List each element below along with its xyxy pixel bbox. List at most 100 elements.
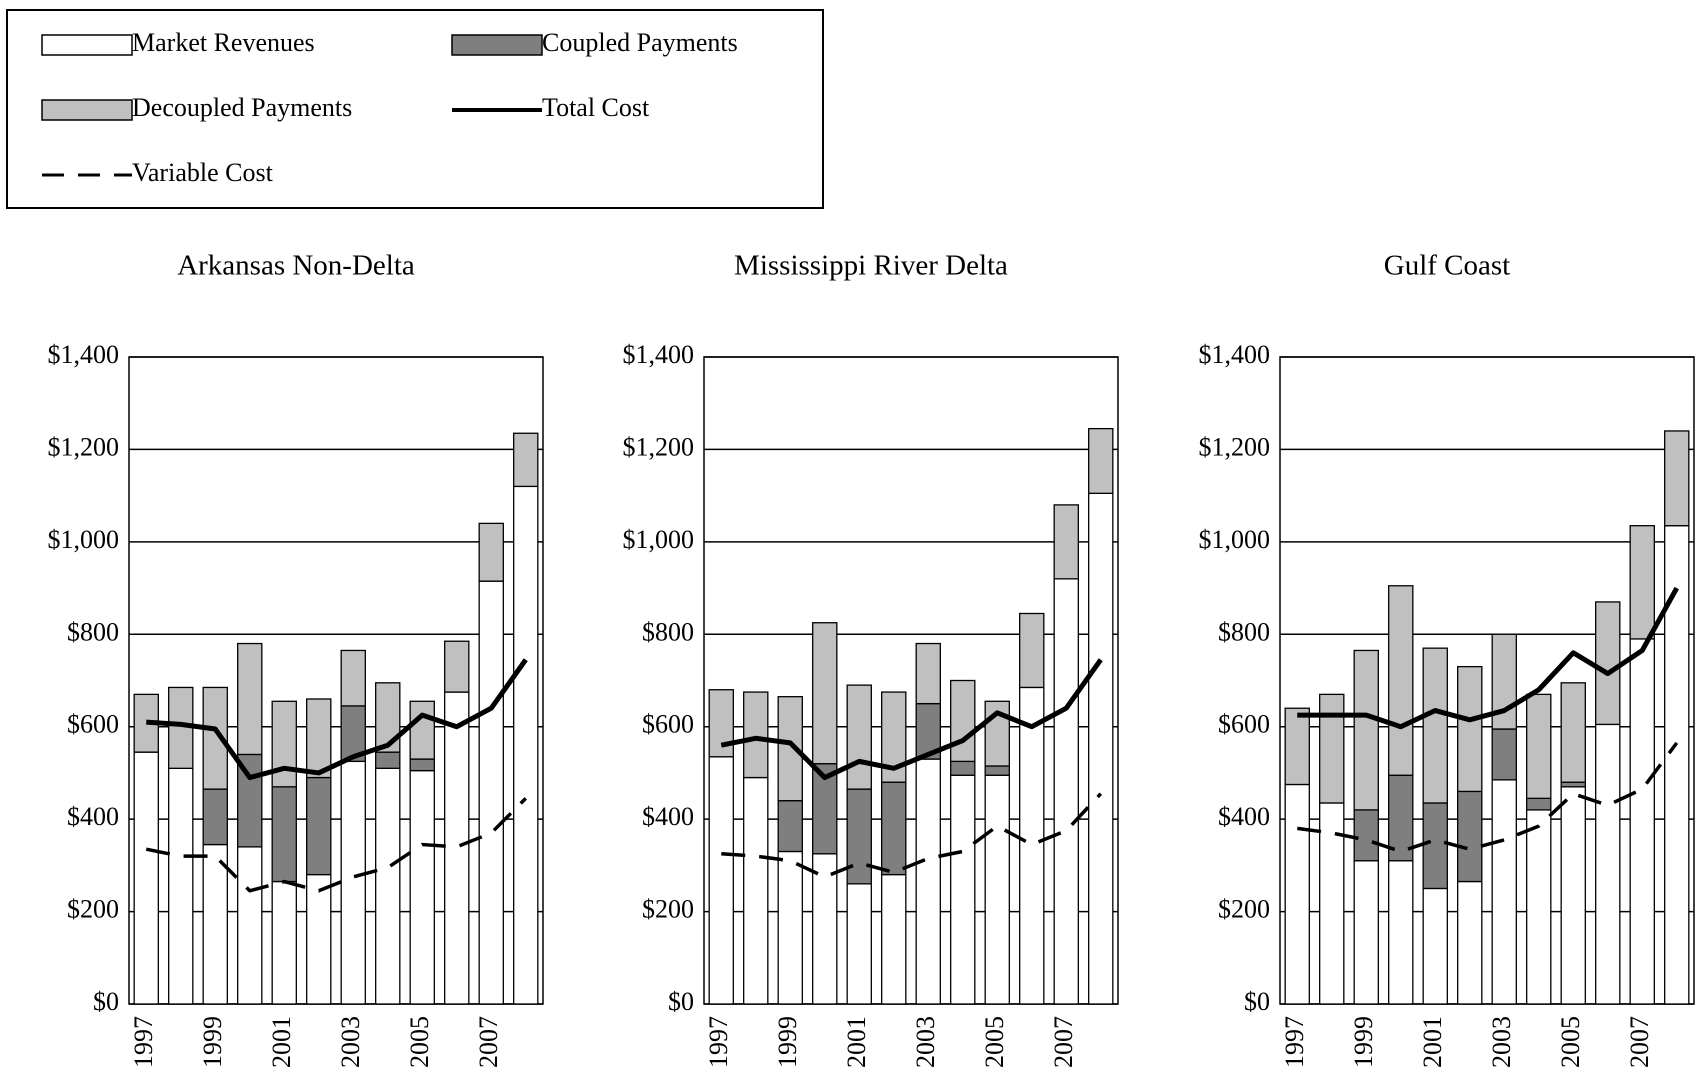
variable-cost-line (1297, 741, 1679, 854)
x-tick-label: 2003 (336, 1016, 365, 1068)
bar-segment (984, 765, 1010, 776)
bar-segment (846, 684, 872, 790)
x-tick-label: 1999 (773, 1016, 802, 1068)
bar-segment (1088, 427, 1114, 494)
bar-segment (478, 580, 504, 1005)
bar-segment (1560, 786, 1586, 1005)
bar-segment (881, 873, 907, 1005)
bar-segment (1053, 504, 1079, 580)
bar-segment (1053, 578, 1079, 1005)
bar-segment (1019, 686, 1045, 1005)
y-tick-label: $800 (67, 617, 119, 646)
y-tick-label: $0 (93, 987, 119, 1016)
y-tick-label: $1,400 (1199, 340, 1271, 369)
bar-segment (375, 682, 401, 753)
y-tick-label: $400 (67, 802, 119, 831)
y-tick-label: $600 (642, 710, 694, 739)
x-tick-label: 2001 (267, 1016, 296, 1068)
bar-segment (1664, 525, 1690, 1005)
legend-label: Variable Cost (132, 158, 274, 187)
bar-segment (1388, 585, 1414, 776)
bar-segment (168, 767, 194, 1005)
bar-segment (1491, 779, 1517, 1005)
bar-segment (846, 788, 872, 885)
plot-frame (703, 356, 1119, 1005)
total-cost-line (720, 658, 1103, 781)
bar-segment (1284, 707, 1310, 786)
bar-segment (950, 760, 976, 776)
bar-segment (1457, 790, 1483, 883)
bar-segment (1353, 809, 1379, 862)
y-tick-label: $1,200 (48, 432, 120, 461)
bar-segment (984, 774, 1010, 1005)
y-tick-label: $400 (1218, 802, 1270, 831)
bar-segment (881, 781, 907, 876)
bar-segment (202, 788, 228, 846)
bar-segment (306, 873, 332, 1005)
plot-frame (128, 356, 544, 1005)
x-tick-label: 2007 (1625, 1016, 1654, 1068)
bar-segment (133, 751, 159, 1005)
bar-segment (1629, 638, 1655, 1005)
x-tick-label: 2001 (842, 1016, 871, 1068)
bar-segment (375, 767, 401, 1005)
bar-segment (1560, 781, 1586, 788)
bar-segment (812, 853, 838, 1005)
plot-frame (1279, 356, 1695, 1005)
bar-segment (237, 642, 263, 756)
bar-segment (478, 522, 504, 582)
y-tick-label: $200 (67, 895, 119, 924)
chart-title: Mississippi River Delta (734, 250, 1008, 282)
bar-segment (340, 649, 366, 707)
y-tick-label: $200 (1218, 895, 1270, 924)
y-tick-label: $600 (1218, 710, 1270, 739)
bar-segment (1526, 693, 1552, 799)
bar-segment (513, 485, 539, 1005)
bar-segment (777, 800, 803, 853)
y-tick-label: $1,000 (48, 525, 120, 554)
x-tick-label: 2007 (1049, 1016, 1078, 1068)
legend-swatch (451, 34, 543, 56)
bar-segment (1526, 797, 1552, 811)
bar-segment (1353, 649, 1379, 811)
y-tick-label: $1,400 (48, 340, 120, 369)
y-tick-label: $1,000 (1199, 525, 1271, 554)
y-tick-label: $600 (67, 710, 119, 739)
x-tick-label: 1999 (1349, 1016, 1378, 1068)
total-cost-line (1297, 586, 1679, 730)
bar-segment (1319, 693, 1345, 804)
x-tick-label: 2005 (980, 1016, 1009, 1068)
bar-segment (271, 786, 297, 883)
y-tick-label: $800 (642, 617, 694, 646)
total-cost-line (146, 658, 528, 781)
bar-segment (1422, 887, 1448, 1005)
y-tick-label: $1,000 (623, 525, 695, 554)
bar-segment (340, 760, 366, 1005)
x-tick-label: 1999 (198, 1016, 227, 1068)
y-tick-label: $1,200 (1199, 432, 1271, 461)
bar-segment (1319, 802, 1345, 1005)
y-tick-label: $0 (668, 987, 694, 1016)
y-tick-label: $1,200 (623, 432, 695, 461)
bar-segment (743, 776, 769, 1005)
x-tick-label: 1997 (1280, 1016, 1309, 1068)
x-tick-label: 2003 (1487, 1016, 1516, 1068)
bar-segment (375, 751, 401, 769)
x-tick-label: 1997 (704, 1016, 733, 1068)
bar-segment (1422, 802, 1448, 890)
bar-segment (1491, 728, 1517, 781)
bar-segment (1595, 601, 1621, 726)
legend-box (6, 9, 824, 209)
chart-title: Gulf Coast (1384, 250, 1510, 282)
bar-segment (950, 774, 976, 1005)
bar-segment (1088, 492, 1114, 1005)
bar-segment (708, 689, 734, 758)
x-tick-label: 2005 (405, 1016, 434, 1068)
bar-segment (1629, 525, 1655, 640)
x-tick-label: 2003 (911, 1016, 940, 1068)
bar-segment (1560, 682, 1586, 783)
variable-cost-line (721, 792, 1103, 879)
bar-segment (202, 843, 228, 1005)
chart-title: Arkansas Non-Delta (177, 250, 415, 282)
